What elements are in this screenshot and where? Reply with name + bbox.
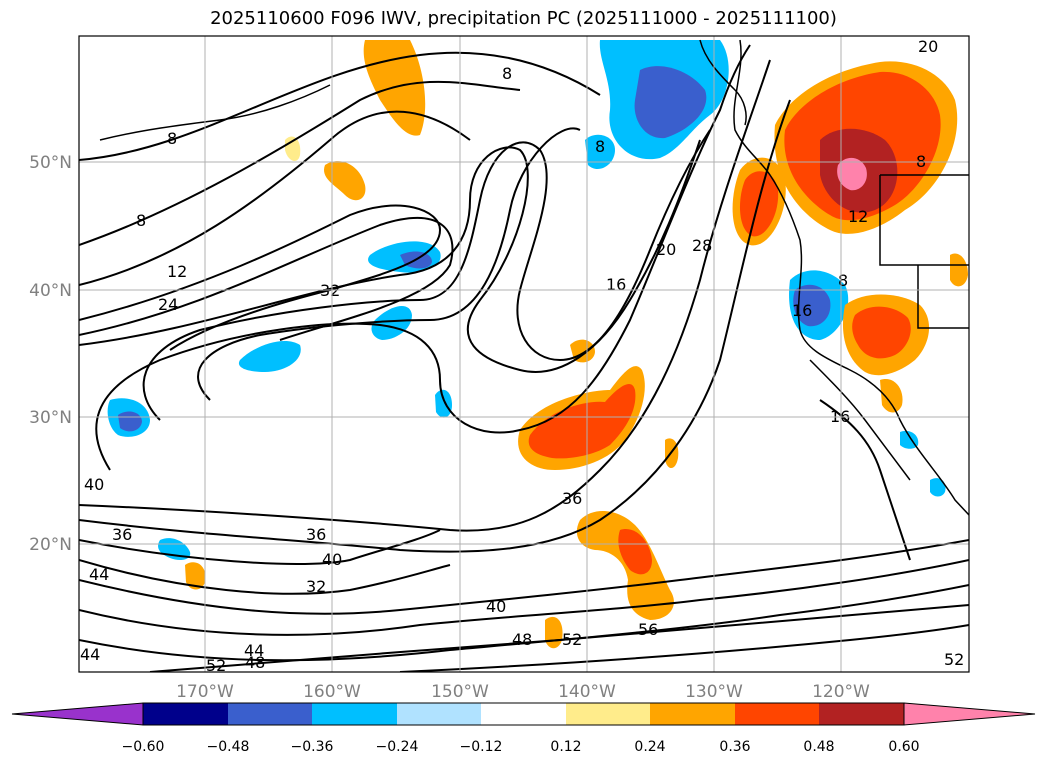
contour-label: 16 xyxy=(792,301,812,320)
lat-label: 30°N xyxy=(29,408,72,428)
contour-label: 56 xyxy=(638,620,658,639)
contour-label: 32 xyxy=(306,577,326,596)
contour-label: 44 xyxy=(244,641,264,660)
lon-label: 160°W xyxy=(303,682,361,702)
contour-label: 8 xyxy=(838,271,848,290)
contour-label: 44 xyxy=(89,565,109,584)
colorbar-segment xyxy=(735,703,819,725)
colorbar-segment xyxy=(481,703,566,725)
colorbar-tick: 0.36 xyxy=(719,739,750,755)
map-frame xyxy=(78,35,970,673)
colorbar-segment xyxy=(228,703,312,725)
colorbar-tick: −0.12 xyxy=(460,739,503,755)
colorbar-tick: −0.60 xyxy=(122,739,165,755)
contour-label: 24 xyxy=(158,295,178,314)
colorbar-tick: −0.24 xyxy=(376,739,419,755)
contour-label: 12 xyxy=(167,262,187,281)
colorbar-segment xyxy=(650,703,735,725)
colorbar-segment xyxy=(397,703,481,725)
contour-label: 48 xyxy=(512,630,532,649)
contour-label: 40 xyxy=(486,597,506,616)
contour-label: 20 xyxy=(656,240,676,259)
contour-label: 52 xyxy=(944,650,964,669)
contour-label: 36 xyxy=(112,525,132,544)
contour-label: 48 xyxy=(245,653,265,672)
contour-label: 16 xyxy=(606,275,626,294)
contour-label: 8 xyxy=(502,64,512,83)
contour-label: 20 xyxy=(918,37,938,56)
colorbar-segment xyxy=(11,702,144,726)
map-panel: 8 8 8 8 12 24 32 16 20 28 16 16 12 8 20 … xyxy=(79,36,969,675)
colorbar-segment xyxy=(143,703,228,725)
contour-label: 36 xyxy=(306,525,326,544)
colorbar-tick: −0.36 xyxy=(291,739,334,755)
colorbar-tick: 0.24 xyxy=(634,739,665,755)
colorbar-segment xyxy=(566,703,650,725)
contour-label: 52 xyxy=(206,656,226,675)
lon-label: 150°W xyxy=(431,682,489,702)
contour-label: 28 xyxy=(692,236,712,255)
colorbar-tick: 0.60 xyxy=(888,739,919,755)
lon-label: 120°W xyxy=(812,682,870,702)
lat-label: 40°N xyxy=(29,281,72,301)
graticule xyxy=(79,36,969,672)
lon-label: 170°W xyxy=(176,682,234,702)
colorbar: −0.60 −0.48 −0.36 −0.24 −0.12 0.12 0.24 … xyxy=(11,702,1036,755)
coastlines xyxy=(99,39,969,516)
contour-label: 8 xyxy=(136,211,146,230)
lat-labels: 50°N 40°N 30°N 20°N xyxy=(29,153,72,555)
colorbar-segment xyxy=(903,702,1036,726)
precip-shading xyxy=(107,40,968,649)
contour-label: 12 xyxy=(848,207,868,226)
lon-label: 140°W xyxy=(558,682,616,702)
colorbar-tick: −0.48 xyxy=(207,739,250,755)
contour-label: 8 xyxy=(595,137,605,156)
lat-label: 20°N xyxy=(29,535,72,555)
contour-label: 40 xyxy=(84,475,104,494)
colorbar-segment xyxy=(819,703,904,725)
colorbar-segment xyxy=(312,703,397,725)
contour-label: 8 xyxy=(167,129,177,148)
colorbar-tick: 0.48 xyxy=(803,739,834,755)
colorbar-tick: 0.12 xyxy=(550,739,581,755)
map-title: 2025110600 F096 IWV, precipitation PC (2… xyxy=(210,8,837,29)
contour-label: 36 xyxy=(562,489,582,508)
contour-label: 44 xyxy=(80,645,100,664)
contour-label: 52 xyxy=(562,630,582,649)
lon-labels: 170°W 160°W 150°W 140°W 130°W 120°W xyxy=(176,682,870,702)
lat-label: 50°N xyxy=(29,153,72,173)
lon-label: 130°W xyxy=(685,682,743,702)
